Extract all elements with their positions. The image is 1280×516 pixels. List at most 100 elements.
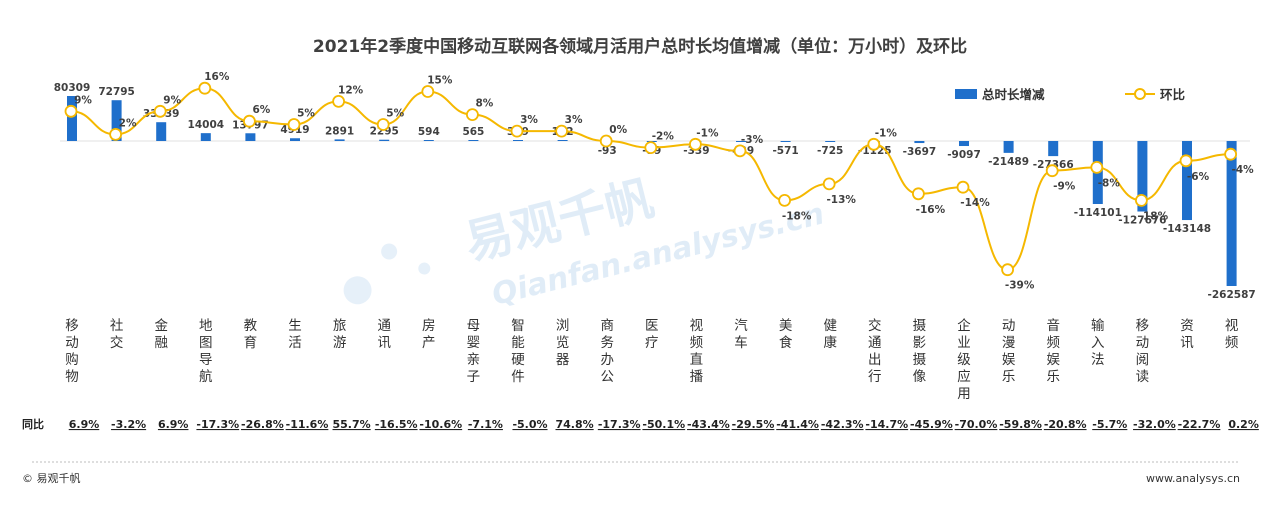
bar-value-label: 72795 [98,86,135,98]
legend-bar-swatch [955,89,977,99]
bar-value-label: -93 [598,145,617,157]
line-point [1001,263,1014,277]
category-label: 智能硬件 [511,318,525,385]
yoy-value: -16.5% [375,418,418,431]
bar [200,133,211,141]
category-label: 企业级应用 [957,317,971,402]
line-point [332,95,346,108]
bar [914,141,925,144]
bar-value-label: 80309 [54,82,91,94]
line-point [421,85,435,98]
yoy-value: -70.0% [955,418,998,431]
category-label: 移动购物 [65,318,79,385]
bar [156,122,167,141]
line-point [109,127,122,141]
bar [245,133,256,141]
footer-url: www.analysys.cn [1146,472,1240,485]
bar-value-label: 14004 [188,119,225,131]
bar [379,139,390,141]
line-point-label: 9% [74,94,92,106]
bar [736,141,746,142]
line-point [242,114,256,128]
bar-value-label: -725 [817,145,843,157]
yoy-value: -59.8% [999,418,1042,431]
line-point-label: 0% [609,124,627,136]
line-point-label: -14% [960,197,990,209]
category-labels: 移动购物社交金融地图导航教育生活旅游通讯房产母婴亲子智能硬件浏览器商务办公医疗视… [65,317,1239,402]
line-point [1045,164,1059,178]
line-point [822,177,836,191]
bar [67,96,77,141]
legend-line-label: 环比 [1160,87,1186,102]
line-point [510,124,524,138]
line-point [287,118,301,131]
line-point-label: -2% [652,131,675,143]
yoy-value: -29.5% [732,418,775,431]
yoy-value: -17.3% [196,418,239,431]
category-label: 商务办公 [600,318,614,385]
bar-value-label: 594 [418,126,440,138]
legend: 总时长增减 环比 [955,87,1186,102]
yoy-value: 74.8% [556,418,594,431]
yoy-value: 6.9% [69,418,100,431]
line-point [64,104,78,118]
bar [1137,141,1148,212]
line-point [599,134,613,148]
bar [513,140,523,141]
line-point-label: -1% [875,127,898,139]
line-point-label: 8% [475,98,493,110]
category-label: 交通出行 [868,317,882,385]
line-point-label: -16% [916,204,946,216]
category-label: 移动阅读 [1136,318,1150,385]
line-point-label: -3% [741,134,764,146]
bar [1182,141,1192,221]
category-label: 动漫娱乐 [1002,318,1016,385]
bar [557,140,568,141]
category-label: 音频娱乐 [1046,317,1060,385]
yoy-row: 6.9% -3.2% 6.9% -17.3% -26.8% -11.6% 55.7% -16.… [69,418,1259,431]
category-label: 汽车 [734,318,748,351]
category-label: 地图导航 [199,318,213,385]
line-point-label: 6% [252,104,270,116]
line-point [644,141,658,155]
line-point [465,108,479,121]
bar-value-label: 2891 [325,125,354,137]
yoy-value: -20.8% [1044,418,1087,431]
bar-value-label: -127676 [1118,215,1166,227]
line-point [555,124,568,138]
line-point [689,137,702,151]
line-point [376,118,390,131]
yoy-value: -50.1% [642,418,685,431]
line-point [153,104,167,118]
line-point [198,81,212,95]
yoy-value: 6.9% [158,418,189,431]
line-point-label: 3% [520,114,538,126]
bar [290,138,300,141]
category-label: 母婴亲子 [467,318,481,385]
yoy-value: -17.3% [598,418,641,431]
bar-value-label: -262587 [1207,289,1255,301]
line-point [1090,160,1104,174]
category-label: 浏览器 [556,318,570,368]
yoy-value: -5.7% [1092,418,1127,431]
yoy-value: -10.6% [419,418,462,431]
yoy-value: -14.7% [865,418,908,431]
bar-value-label: 2295 [370,126,399,138]
watermark-logo-icon [343,276,372,305]
yoy-value: -26.8% [241,418,284,431]
yoy-value: -43.4% [687,418,730,431]
category-label: 健康 [823,318,837,351]
line-point-label: 16% [204,71,230,83]
yoy-value: -7.1% [468,418,503,431]
line-point-label: -39% [1005,280,1035,292]
yoy-value: -11.6% [286,418,329,431]
yoy-value: 55.7% [333,418,371,431]
category-label: 通讯 [377,318,391,351]
category-label: 房产 [422,318,436,351]
line-point-label: 5% [297,108,315,120]
yoy-row-label: 同比 [22,417,44,431]
line-point-label: -8% [1098,177,1121,189]
chart-title: 2021年2季度中国移动互联网各领域月活用户总时长均值增减（单位：万小时）及环比 [313,36,967,57]
